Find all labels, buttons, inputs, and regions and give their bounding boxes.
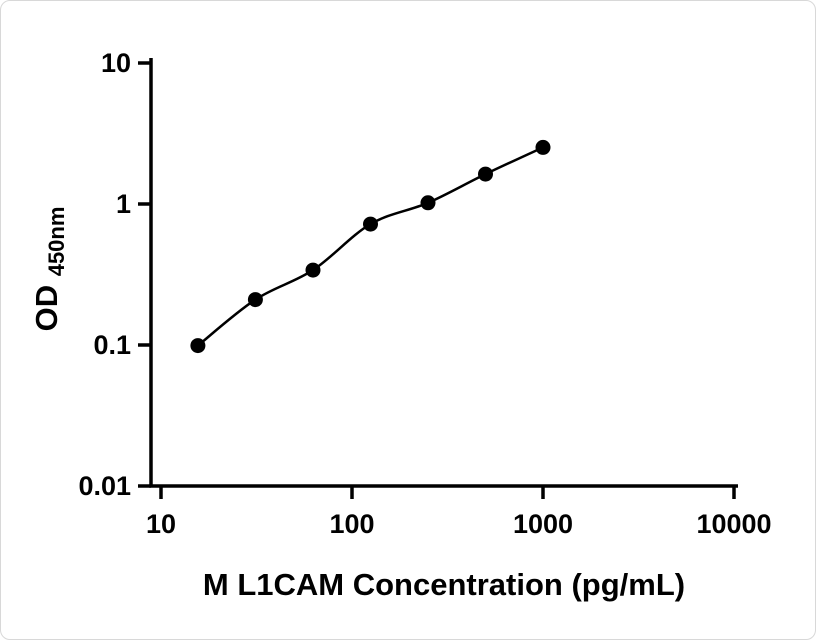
y-tick-label: 0.01 [78, 471, 131, 501]
x-ticks: 10 100 1000 10000 [146, 486, 772, 539]
y-axis-label: OD 450nm [29, 207, 69, 332]
x-tick-label: 10000 [696, 509, 771, 539]
y-axis-label-main: OD [29, 285, 64, 332]
data-point [363, 216, 378, 232]
y-axis-label-subscript: 450nm [44, 207, 69, 277]
data-point [420, 195, 436, 211]
y-tick-label: 10 [101, 48, 131, 78]
data-point [535, 139, 551, 155]
y-ticks: 0.01 0.1 1 10 [78, 48, 151, 501]
x-tick-label: 10 [146, 509, 176, 539]
x-tick-label: 1000 [513, 509, 573, 539]
data-point [478, 166, 493, 182]
data-point [305, 262, 321, 278]
x-tick-label: 100 [329, 509, 374, 539]
x-axis-label: M L1CAM Concentration (pg/mL) [203, 567, 685, 602]
data-point [247, 292, 263, 308]
y-tick-label: 1 [116, 189, 131, 219]
data-points [190, 139, 551, 354]
y-tick-label: 0.1 [93, 330, 131, 360]
data-point [190, 338, 206, 354]
